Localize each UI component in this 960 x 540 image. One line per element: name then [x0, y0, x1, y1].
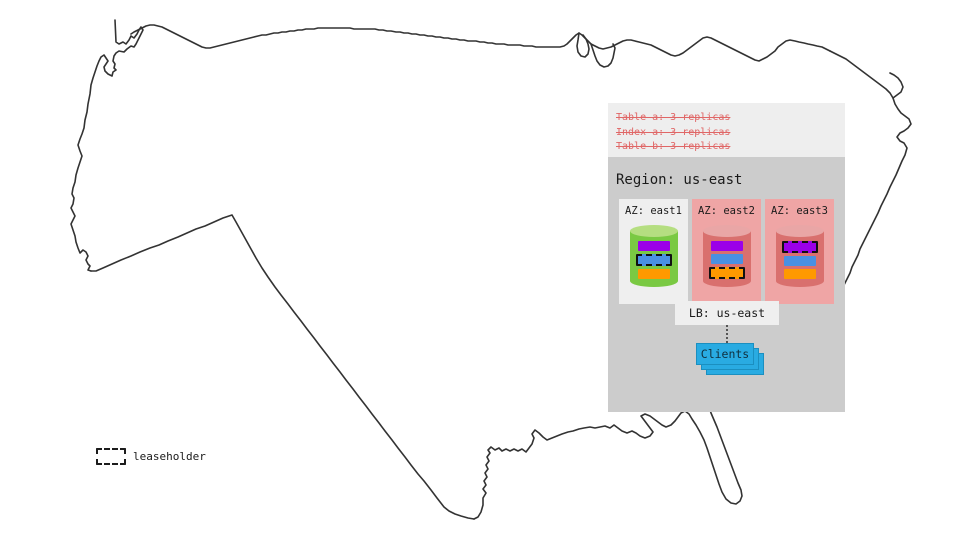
database-cylinder-east1 [629, 225, 678, 287]
range-blue [783, 256, 816, 266]
region-title: Region: us-east [616, 172, 743, 188]
az-card-east1[interactable]: AZ: east1 [619, 199, 688, 304]
range-purple [637, 241, 670, 251]
az-card-east2[interactable]: AZ: east2 [692, 199, 761, 304]
range-list [630, 237, 678, 287]
range-orange [783, 269, 816, 279]
range-orange [637, 269, 670, 279]
clients-card-front[interactable]: Clients [696, 343, 754, 365]
cylinder-top [775, 225, 824, 237]
range-orange-leaseholder [708, 267, 745, 279]
lb-clients-connector [726, 325, 730, 343]
schema-strip: Table a: 3 replicas Index a: 3 replicas … [608, 103, 845, 157]
legend: leaseholder [96, 448, 206, 465]
database-cylinder-east3 [775, 225, 824, 287]
az-label: AZ: east3 [771, 205, 828, 217]
range-purple-leaseholder [781, 241, 818, 253]
schema-item: Table b: 3 replicas [616, 141, 731, 152]
az-card-east3[interactable]: AZ: east3 [765, 199, 834, 304]
clients-stack[interactable]: Clients [696, 343, 766, 379]
load-balancer-box[interactable]: LB: us-east [675, 301, 779, 325]
cylinder-top [629, 225, 678, 237]
az-label: AZ: east1 [625, 205, 682, 217]
region-body: Region: us-east AZ: east1 [608, 157, 845, 412]
range-blue [710, 254, 743, 264]
range-blue-leaseholder [635, 254, 672, 266]
schema-list: Table a: 3 replicas Index a: 3 replicas … [616, 112, 730, 154]
cylinder-top [702, 225, 751, 237]
region-overlay-panel: Table a: 3 replicas Index a: 3 replicas … [608, 103, 845, 412]
dashed-rect-icon [96, 448, 126, 465]
schema-item: Index a: 3 replicas [616, 126, 731, 138]
database-cylinder-east2 [702, 225, 751, 287]
schema-item: Table a: 3 replicas [616, 112, 731, 123]
az-row: AZ: east1 AZ: east2 [619, 199, 834, 304]
legend-label: leaseholder [133, 450, 206, 463]
range-list [776, 237, 824, 287]
range-purple [710, 241, 743, 251]
range-list [703, 237, 751, 287]
az-label: AZ: east2 [698, 205, 755, 217]
